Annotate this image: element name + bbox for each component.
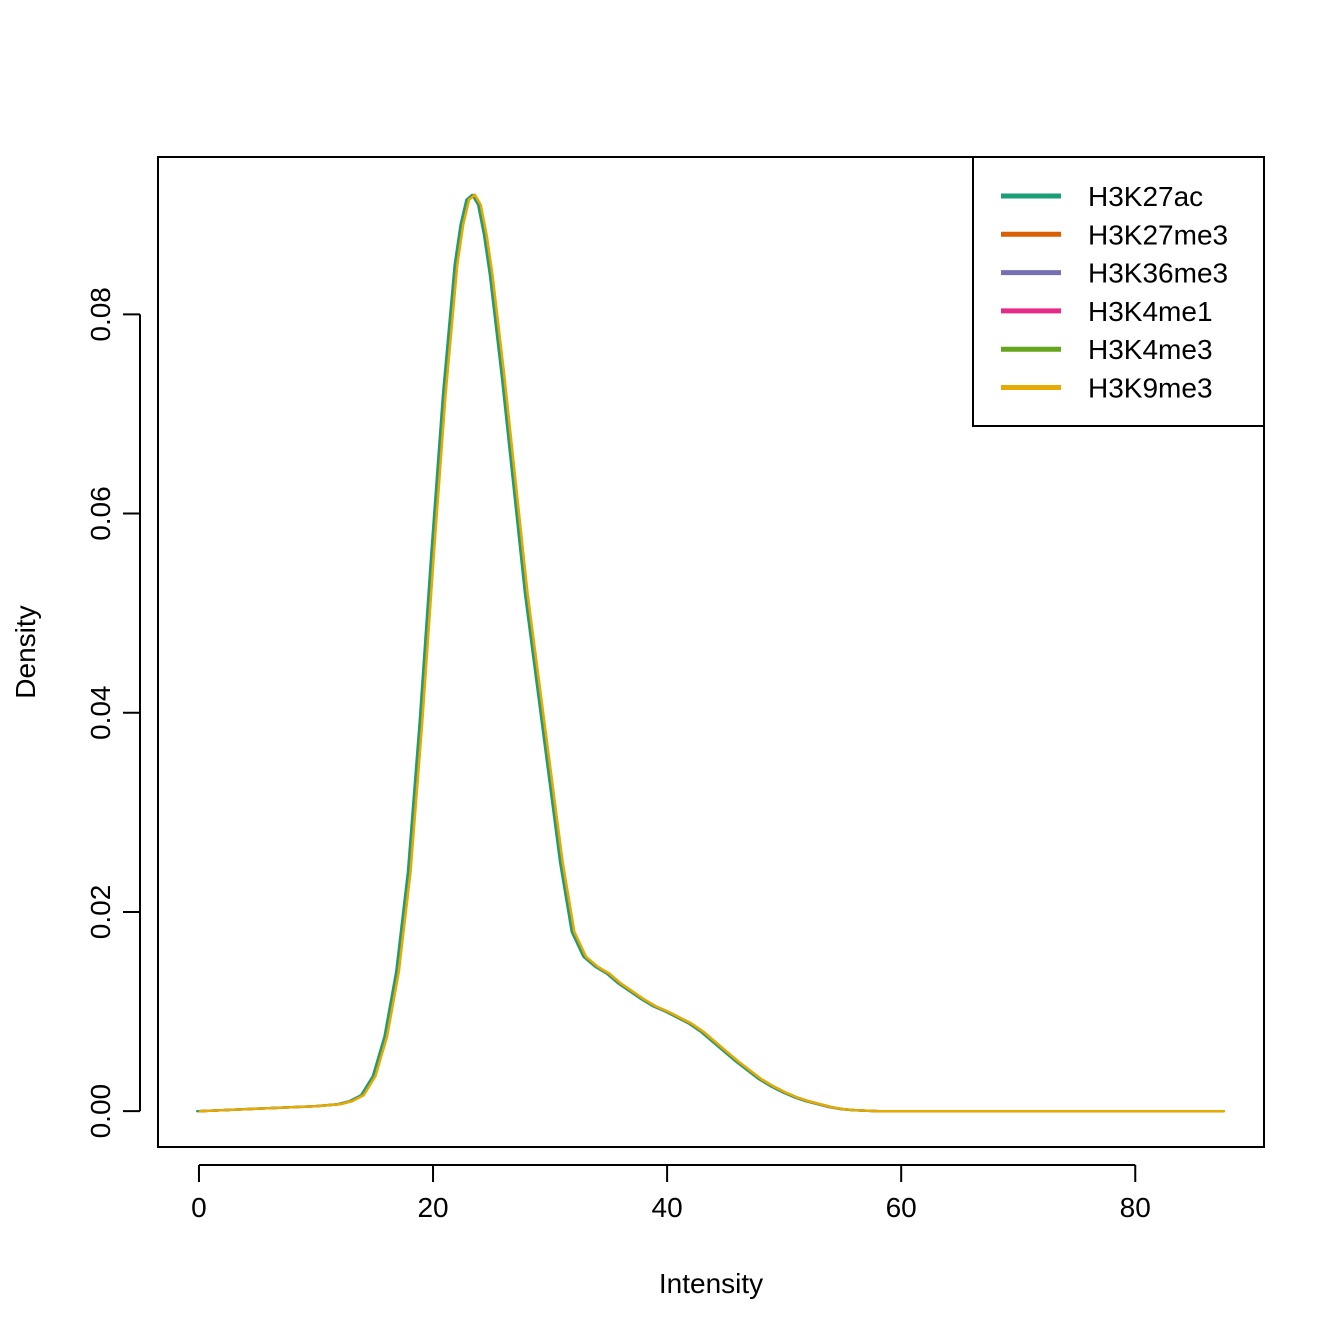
- y-tick-label: 0.00: [85, 1084, 116, 1139]
- legend-label: H3K4me3: [1088, 334, 1213, 365]
- plot-frame: [157, 156, 1265, 1148]
- x-axis: 0 20 40 60 80: [191, 1164, 1151, 1223]
- legend-items: H3K27ac H3K27me3 H3K36me3 H3K4me1 H3K4me3 H3K…: [1001, 181, 1228, 404]
- legend-box: [972, 156, 1265, 427]
- legend-label: H3K9me3: [1088, 373, 1213, 404]
- legend-label: H3K27ac: [1088, 181, 1203, 212]
- x-tick-label: 20: [417, 1192, 448, 1223]
- x-tick-label: 60: [886, 1192, 917, 1223]
- legend-label: H3K36me3: [1088, 258, 1228, 289]
- y-tick-label: 0.02: [85, 885, 116, 940]
- y-tick-label: 0.06: [85, 486, 116, 541]
- legend: H3K27ac H3K27me3 H3K36me3 H3K4me1 H3K4me3 H3K…: [972, 156, 1265, 427]
- x-tick-label: 40: [652, 1192, 683, 1223]
- y-tick-label: 0.08: [85, 287, 116, 342]
- x-tick-label: 80: [1120, 1192, 1151, 1223]
- y-tick-label: 0.04: [85, 686, 116, 741]
- x-tick-label: 0: [191, 1192, 207, 1223]
- y-axis-label: Density: [10, 605, 41, 698]
- series-line-h3k9me3: [198, 193, 1226, 1113]
- legend-label: H3K4me1: [1088, 296, 1213, 327]
- x-axis-label: Intensity: [659, 1268, 763, 1299]
- series-layer: [196, 193, 1226, 1113]
- y-axis: 0.00 0.02 0.04 0.06 0.08: [85, 287, 141, 1139]
- legend-label: H3K27me3: [1088, 219, 1228, 250]
